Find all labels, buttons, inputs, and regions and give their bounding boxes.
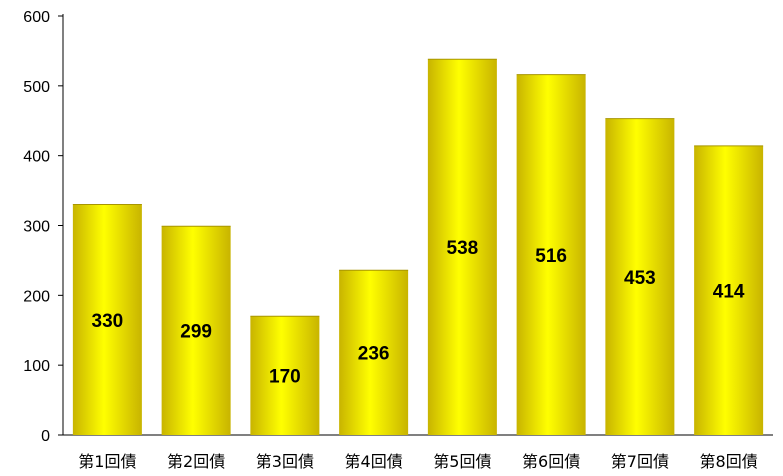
y-tick-label: 400 bbox=[23, 149, 50, 166]
data-label: 236 bbox=[358, 344, 390, 365]
bar bbox=[161, 226, 231, 435]
data-label: 538 bbox=[447, 238, 479, 259]
x-category-label: 第3回債 bbox=[256, 452, 314, 471]
x-category-label: 第7回債 bbox=[611, 452, 669, 471]
bar bbox=[694, 145, 764, 435]
x-category-label: 第1回債 bbox=[78, 452, 136, 471]
data-label: 414 bbox=[713, 281, 745, 302]
data-label: 330 bbox=[92, 311, 124, 332]
y-tick-label: 100 bbox=[23, 358, 50, 375]
y-tick-label: 0 bbox=[41, 428, 50, 445]
y-tick-label: 300 bbox=[23, 219, 50, 236]
data-label: 453 bbox=[624, 268, 656, 289]
x-category-label: 第4回債 bbox=[345, 452, 403, 471]
bar-layer bbox=[72, 58, 764, 436]
bar bbox=[339, 270, 409, 435]
x-category-label: 第5回債 bbox=[433, 452, 491, 471]
bar bbox=[605, 118, 675, 435]
bar bbox=[516, 74, 586, 435]
x-category-label: 第8回債 bbox=[700, 452, 758, 471]
label-layer: 330 第1回債 299 第2回債 170 第3回債 236 第4回債 538 第5回債 516 第6… bbox=[78, 238, 757, 471]
data-label: 170 bbox=[269, 367, 301, 388]
bar bbox=[427, 59, 497, 436]
x-category-label: 第6回債 bbox=[522, 452, 580, 471]
data-label: 516 bbox=[535, 246, 567, 267]
y-tick-label: 200 bbox=[23, 288, 50, 305]
bar bbox=[250, 316, 320, 435]
data-label: 299 bbox=[180, 322, 212, 343]
x-category-label: 第2回債 bbox=[167, 452, 225, 471]
y-tick-label: 600 bbox=[23, 9, 50, 26]
y-tick-label: 500 bbox=[23, 79, 50, 96]
bar bbox=[72, 204, 142, 435]
